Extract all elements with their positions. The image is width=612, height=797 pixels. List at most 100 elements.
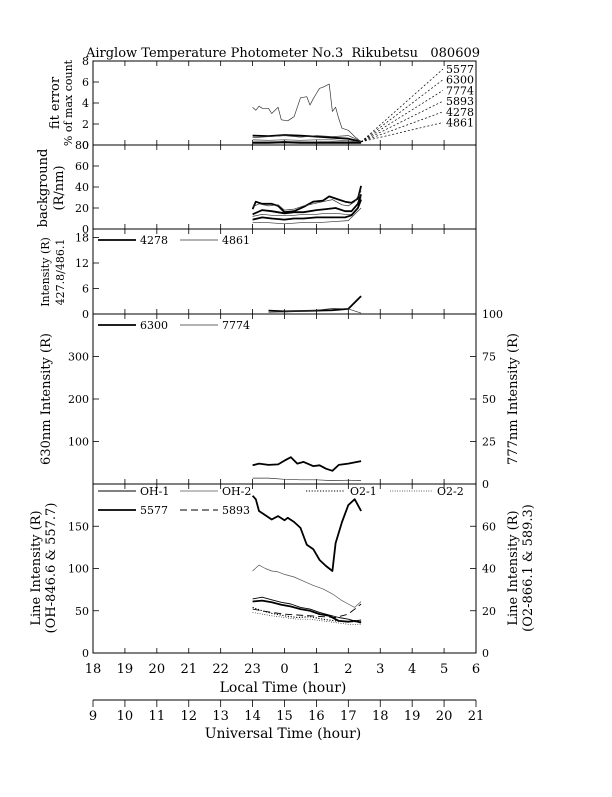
universal-time-label: Universal Time (hour) [205,726,362,742]
fit-error-leader-line [360,68,444,143]
int1-ytick-label: 12 [75,257,89,270]
universal-time-tick-label: 12 [180,709,197,724]
line-intensity-y2label: Line Intensity (R) [506,510,521,625]
fit-error-end-label: 6300 [446,74,474,87]
int1-ytick-label: 18 [75,232,89,245]
line-series-line [252,599,362,624]
legend-label-5577: 5577 [140,504,168,517]
universal-time-tick-label: 9 [89,709,97,724]
int2-series-line [252,456,362,472]
fit-series-line [252,139,362,143]
int1-ytick-label: 6 [82,283,89,296]
intensity-ylabel-2: 427.8/486.1 [54,239,67,306]
int2-y2tick-label: 50 [482,393,496,406]
universal-time-tick-label: 13 [212,709,229,724]
local-time-tick-label: 23 [244,662,261,677]
fit-error-end-label: 4278 [446,106,474,119]
fit-ytick-label: 8 [82,55,89,68]
universal-time-tick-label: 19 [404,709,421,724]
line-intensity-panel: Line Intensity (R) (OH-846.6 & 557.7) Li… [29,483,536,660]
legend-label-o2-2: O2-2 [437,485,464,498]
legend-label-o2-1: O2-1 [350,485,377,498]
fit-error-leader-line [360,79,444,143]
fit-series-line [252,135,362,142]
line-ytick-label: 0 [82,647,89,660]
legend-label-4278: 4278 [140,234,168,247]
background-ylabel: background [36,149,51,228]
universal-time-tick-label: 21 [468,709,485,724]
fit-error-end-label: 5577 [446,63,474,76]
int2-ytick-label: 100 [68,436,89,449]
universal-time-tick-label: 14 [244,709,261,724]
local-time-tick-label: 22 [212,662,229,677]
universal-time-tick-label: 10 [117,709,134,724]
line-series-line [252,612,362,625]
fit-error-leader-line [360,111,444,143]
int2-ytick-label: 300 [68,351,89,364]
intensity-630-777-panel: 630nm Intensity (R) 777nm Intensity (R) … [39,308,521,491]
fit-ytick-label: 2 [82,118,89,131]
line-ytick-label: 50 [75,605,89,618]
fit-error-end-label: 5893 [446,95,474,108]
line-series-line [252,606,362,623]
int2-y2tick-label: 25 [482,436,496,449]
line-intensity-y2label-2: (O2-866.1 & 589.3) [521,504,536,632]
intensity-427-486-panel: Intensity (R) 427.8/486.1 0 6 12 18 4278 4861 [39,228,477,321]
universal-time-tick-label: 18 [372,709,389,724]
local-time-tick-label: 5 [440,662,448,677]
line-ytick-label: 100 [68,563,89,576]
bg-ytick-label: 80 [75,139,89,152]
local-time-tick-label: 20 [149,662,166,677]
bg-series-line [252,191,362,211]
fit-ytick-label: 6 [82,76,89,89]
fit-error-end-label: 7774 [446,84,474,97]
fit-ytick-label: 4 [82,97,89,110]
legend-label-4861: 4861 [222,234,250,247]
line-y2tick-label: 60 [482,520,496,533]
fit-series-line [252,83,362,143]
int2-y2tick-label: 100 [482,308,503,321]
fit-error-ylabel: fit error [48,76,63,129]
line-series-line [252,564,362,608]
local-time-tick-label: 6 [472,662,480,677]
x-axes: Local Time (hour) Universal Time (hour) … [85,662,485,742]
bg-series-line [251,185,362,214]
background-panel: background (R/nm) 0 20 40 60 80 [36,139,477,236]
universal-time-tick-label: 16 [308,709,325,724]
local-time-label: Local Time (hour) [220,680,347,696]
line-y2tick-label: 20 [482,605,496,618]
bg-ytick-label: 20 [75,202,89,215]
fit-error-ylabel-2: % of max count [62,59,75,146]
fit-series-line [252,140,362,143]
line-ytick-label: 150 [68,520,89,533]
local-time-tick-label: 2 [344,662,352,677]
line-series-line [251,495,362,572]
local-time-tick-label: 4 [408,662,416,677]
fit-error-leader-line [361,122,444,143]
legend-label-oh-2: OH-2 [222,485,251,498]
local-time-tick-label: 21 [180,662,197,677]
bg-ytick-label: 60 [75,160,89,173]
local-time-tick-label: 1 [312,662,320,677]
line-intensity-ylabel: Line Intensity (R) [29,510,44,625]
fit-error-leader-line [360,100,444,143]
local-time-tick-label: 3 [376,662,384,677]
int2-y2tick-label: 0 [482,478,489,491]
bg-series-line [252,207,362,225]
universal-time-tick-label: 11 [149,709,166,724]
bg-ytick-label: 40 [75,181,89,194]
630nm-ylabel: 630nm Intensity (R) [39,333,54,465]
fit-ytick-label: 0 [82,139,89,152]
universal-time-tick-label: 17 [340,709,357,724]
chart-title: Airglow Temperature Photometer No.3 Riku… [85,46,480,61]
int2-ytick-label: 200 [68,393,89,406]
bg-series-line [252,194,362,216]
fit-error-leader-line [360,90,444,143]
777nm-ylabel: 777nm Intensity (R) [506,333,521,465]
int2-y2tick-label: 75 [482,351,496,364]
bg-series-line [252,199,362,221]
background-ylabel-2: (R/nm) [52,165,67,210]
int2-series-line [252,477,362,481]
